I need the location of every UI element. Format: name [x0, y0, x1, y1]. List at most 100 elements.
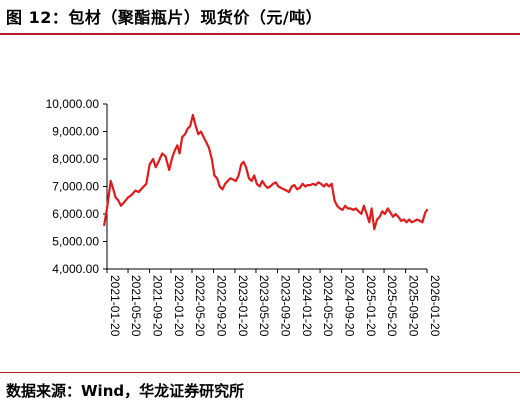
x-tick-label: 2024-09-20 [343, 275, 357, 337]
data-point [344, 205, 347, 207]
data-point [112, 188, 115, 191]
data-point [130, 194, 133, 196]
x-tick-label: 2021-09-20 [151, 275, 165, 337]
data-point [264, 184, 266, 186]
data-point [411, 221, 413, 224]
data-point [242, 161, 245, 163]
data-point [341, 209, 344, 211]
data-point [161, 152, 163, 155]
data-point [176, 144, 179, 147]
data-point [109, 180, 112, 182]
y-tick-label: 8,000.00 [52, 152, 99, 166]
data-point [280, 187, 282, 189]
data-point [226, 180, 229, 182]
data-point [224, 183, 226, 185]
data-point [288, 191, 290, 193]
data-point [394, 213, 397, 215]
y-tick-label: 4,000.00 [52, 262, 99, 276]
data-point [245, 166, 247, 169]
data-point [323, 185, 325, 188]
y-tick-label: 9,000.00 [52, 125, 99, 139]
data-point [178, 152, 181, 155]
data-point [208, 147, 210, 149]
data-point [397, 216, 400, 218]
data-point [421, 221, 424, 224]
data-point [114, 196, 117, 199]
data-point [333, 199, 336, 202]
x-tick-label: 2025-01-20 [364, 275, 378, 337]
data-point [403, 218, 405, 221]
data-point [181, 136, 183, 138]
footer-divider [0, 372, 520, 373]
data-point [141, 187, 144, 189]
data-point [416, 218, 419, 221]
data-point [145, 183, 148, 185]
data-point [218, 185, 221, 188]
data-point [347, 207, 349, 210]
data-point [106, 207, 108, 210]
x-tick-label: 2025-09-20 [407, 275, 421, 337]
data-point [137, 191, 140, 193]
x-axis: 2021-01-20 2021-05-20 2021-09-20 2022-01-20… [106, 268, 442, 337]
data-point [192, 114, 194, 116]
x-tick-label: 2022-01-20 [172, 275, 186, 337]
data-point [352, 209, 355, 211]
data-point [120, 205, 122, 207]
data-point [200, 130, 202, 133]
data-point [309, 184, 312, 186]
data-point [392, 216, 394, 218]
x-tick-label: 2025-05-20 [385, 275, 399, 337]
data-point [339, 207, 341, 210]
data-point [365, 213, 368, 215]
data-point [282, 188, 285, 191]
data-point [317, 181, 320, 184]
series-line-0 [103, 113, 429, 231]
x-tick-label: 2023-05-20 [257, 275, 271, 337]
data-point [275, 181, 277, 184]
data-point [248, 177, 250, 180]
data-point [320, 183, 322, 185]
data-point [277, 185, 280, 188]
data-point [290, 185, 293, 188]
data-point [419, 220, 421, 222]
data-point [171, 158, 173, 160]
x-tick-label: 2024-05-20 [321, 275, 335, 337]
data-point [229, 177, 232, 180]
y-tick-label: 10,000.00 [46, 97, 100, 111]
data-point [373, 228, 376, 230]
x-tick-label: 2021-01-20 [108, 275, 122, 337]
data-point [173, 150, 176, 152]
data-point [103, 224, 105, 226]
data-point [205, 141, 208, 144]
data-point [266, 187, 269, 189]
data-point [184, 133, 186, 136]
data-point [148, 163, 151, 166]
y-axis: 4,000.00 5,000.00 6,000.00 7,000.00 8,000.00… [46, 97, 108, 276]
data-point [253, 174, 255, 177]
data-point [272, 183, 274, 185]
data-point [360, 213, 363, 215]
y-tick-label: 7,000.00 [52, 180, 99, 194]
data-point [285, 189, 288, 192]
data-point [370, 207, 373, 210]
series-layer [103, 113, 429, 231]
data-point [221, 188, 224, 191]
data-point [368, 221, 371, 224]
data-point [269, 185, 272, 188]
data-point [255, 183, 258, 185]
x-tick-label: 2023-09-20 [279, 275, 293, 337]
data-point [328, 185, 330, 188]
data-point [426, 209, 428, 211]
data-point [189, 125, 191, 127]
data-point [408, 218, 410, 221]
data-point [216, 177, 218, 180]
data-point [202, 136, 205, 138]
data-point [363, 205, 365, 207]
data-point [349, 207, 352, 210]
x-tick-label: 2024-01-20 [300, 275, 314, 337]
data-point [389, 211, 392, 214]
y-tick-label: 5,000.00 [52, 235, 99, 249]
data-point [134, 189, 137, 192]
data-point [250, 180, 253, 182]
data-point [240, 163, 242, 166]
